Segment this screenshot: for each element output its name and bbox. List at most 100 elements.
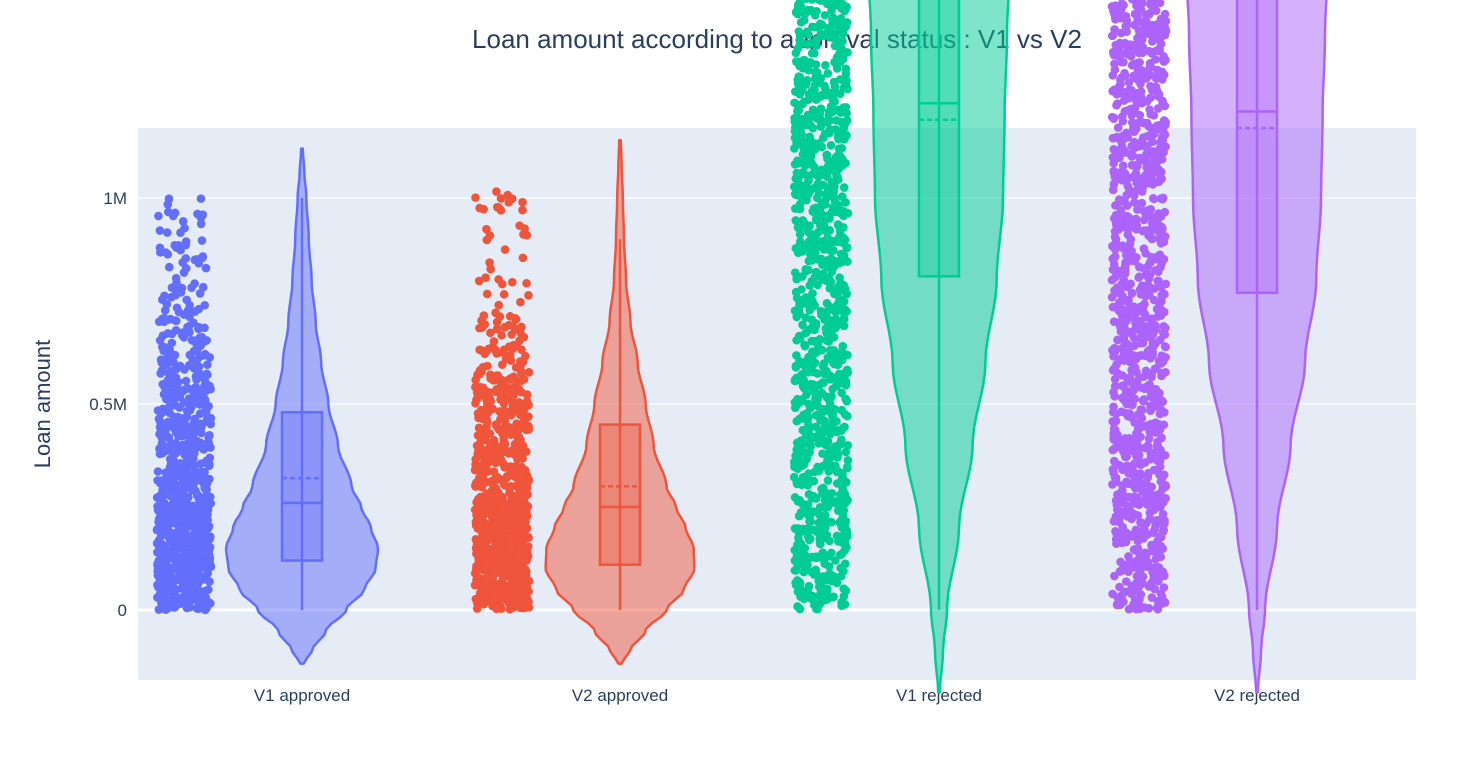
data-point <box>203 515 212 525</box>
data-point <box>802 356 811 366</box>
data-point <box>1110 374 1120 384</box>
data-point <box>817 484 826 494</box>
data-point <box>471 564 481 573</box>
data-point <box>163 200 173 209</box>
data-point <box>1146 419 1156 429</box>
data-point <box>1155 235 1165 244</box>
data-point <box>187 474 196 484</box>
data-point <box>500 322 509 332</box>
data-point <box>1124 78 1134 87</box>
data-point <box>1117 279 1127 289</box>
data-point <box>1161 26 1171 36</box>
data-point <box>1149 295 1159 305</box>
data-point <box>1111 381 1120 391</box>
data-point <box>1108 407 1118 417</box>
data-point <box>822 366 831 376</box>
data-point <box>1127 150 1137 159</box>
data-point <box>805 147 815 156</box>
data-point <box>1120 269 1130 278</box>
x-tick-label: V1 approved <box>254 686 350 705</box>
data-point <box>1146 0 1156 6</box>
data-point <box>1144 274 1154 284</box>
data-point <box>189 364 199 373</box>
data-point <box>154 583 163 592</box>
data-point <box>1115 437 1125 447</box>
data-point <box>820 595 830 605</box>
data-point <box>800 9 810 19</box>
data-point <box>792 131 802 141</box>
data-point <box>805 187 814 196</box>
data-point <box>483 361 492 371</box>
data-point <box>1142 96 1152 106</box>
data-point <box>1109 144 1119 154</box>
points-group <box>1107 0 1171 614</box>
data-point <box>1158 498 1167 507</box>
data-point <box>167 338 177 348</box>
data-point <box>840 599 850 609</box>
data-point <box>1139 334 1149 343</box>
data-point <box>1123 411 1133 421</box>
data-point <box>524 412 533 421</box>
data-point <box>1121 452 1130 462</box>
data-point <box>1152 442 1161 451</box>
data-point <box>194 474 204 483</box>
data-point <box>1108 480 1117 489</box>
data-point <box>1109 114 1119 124</box>
data-point <box>819 220 829 229</box>
data-point <box>155 226 165 235</box>
data-point <box>160 382 170 392</box>
data-point <box>839 313 849 323</box>
data-point <box>836 301 845 310</box>
data-point <box>1109 166 1119 176</box>
data-point <box>839 321 849 331</box>
data-point <box>203 360 212 369</box>
data-point <box>818 554 827 564</box>
y-axis-ticks: 00.5M1M1.5M2M <box>89 0 127 620</box>
data-point <box>195 420 205 430</box>
data-point <box>814 439 824 448</box>
data-point <box>183 579 193 588</box>
data-point <box>173 575 183 584</box>
data-point <box>170 241 180 250</box>
data-point <box>1131 95 1141 105</box>
data-point <box>494 602 503 611</box>
data-point <box>1127 246 1136 256</box>
data-point <box>1146 401 1155 411</box>
data-point <box>480 349 490 359</box>
data-point <box>485 442 495 452</box>
data-point <box>1108 302 1118 312</box>
data-point <box>498 380 508 390</box>
data-point <box>500 582 510 592</box>
data-point <box>488 573 498 583</box>
data-point <box>502 407 512 417</box>
data-point <box>1127 160 1137 170</box>
data-point <box>1110 252 1120 261</box>
data-point <box>832 60 841 69</box>
data-point <box>820 10 830 20</box>
data-point <box>179 479 189 488</box>
data-point <box>840 368 850 377</box>
data-point <box>811 494 821 503</box>
data-point <box>204 459 214 469</box>
data-point <box>1156 194 1166 203</box>
series-layer <box>152 0 1328 694</box>
data-point <box>1159 583 1169 592</box>
data-point <box>842 396 852 406</box>
data-point <box>206 413 216 423</box>
data-point <box>518 205 527 215</box>
data-point <box>801 266 811 276</box>
data-point <box>820 129 830 139</box>
data-point <box>1129 71 1138 81</box>
data-point <box>1113 133 1123 143</box>
data-point <box>203 382 212 391</box>
data-point <box>808 105 818 114</box>
data-point <box>172 303 182 313</box>
data-point <box>486 264 495 274</box>
data-point <box>1130 363 1140 372</box>
data-point <box>471 460 480 469</box>
data-point <box>791 361 801 371</box>
data-point <box>1133 205 1142 214</box>
points-group <box>470 187 534 614</box>
data-point <box>837 45 847 54</box>
data-point <box>800 340 809 350</box>
